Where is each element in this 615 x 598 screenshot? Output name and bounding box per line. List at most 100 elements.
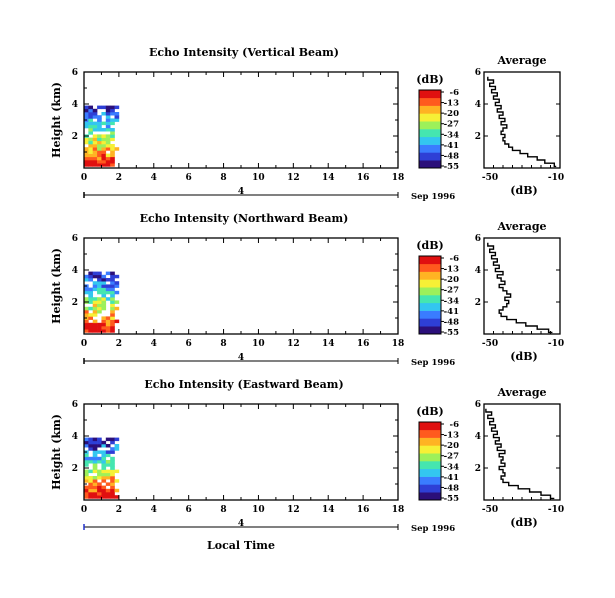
heatmap-cell: [101, 112, 107, 116]
heatmap-cell: [88, 495, 94, 499]
heatmap-cell: [88, 137, 94, 142]
heatmap-cell: [114, 495, 120, 499]
y-tick-label: 2: [72, 464, 78, 474]
heatmap-cell: [101, 284, 107, 288]
heatmap-cell: [105, 115, 111, 119]
heatmap-cell: [114, 479, 120, 483]
x-tick-label: 8: [220, 173, 226, 183]
heatmap-cell: [105, 112, 111, 116]
heatmap-cell: [110, 495, 115, 499]
colorbar-segment: [419, 129, 441, 138]
heatmap-cell: [110, 437, 115, 442]
heatmap-cell: [88, 156, 94, 161]
heatmap-cell: [92, 137, 98, 142]
heatmap-cell: [110, 313, 115, 317]
heatmap-cell: [105, 492, 111, 496]
heatmap-cell: [84, 153, 89, 158]
heatmap-cell: [97, 310, 102, 314]
heatmap-cell: [105, 163, 111, 167]
heatmap-cell: [101, 456, 107, 461]
heatmap-cell: [114, 306, 120, 311]
heatmap-cell: [97, 450, 102, 454]
colorbar-segment: [419, 302, 441, 311]
heatmap-cell: [84, 329, 89, 333]
heatmap-cell: [110, 456, 115, 461]
heatmap-cell: [101, 274, 107, 279]
heatmap-cell: [105, 290, 111, 295]
average-y-tick-label: 4: [475, 100, 481, 110]
heatmap-cell: [88, 469, 94, 474]
heatmap-cell: [92, 134, 98, 138]
heatmap-cell: [105, 284, 111, 288]
heatmap-cell: [84, 485, 89, 490]
heatmap-cell: [105, 156, 111, 161]
heatmap-cell: [88, 488, 94, 493]
heatmap-cell: [101, 121, 107, 126]
heatmap-cell: [97, 140, 102, 145]
heatmap-cell: [84, 297, 89, 301]
colorbar-segment: [419, 437, 441, 446]
colorbar-segment: [419, 476, 441, 485]
heatmap-cell: [92, 488, 98, 493]
heatmap-cell: [110, 160, 115, 164]
heatmap-cell: [88, 287, 94, 292]
average-title: Average: [496, 220, 546, 233]
colorbar-segment: [419, 97, 441, 106]
heatmap-cell: [110, 310, 115, 314]
x-tick-label: 4: [151, 339, 157, 349]
date-label: Sep 1996: [411, 192, 455, 202]
heatmap-cell: [101, 463, 107, 467]
heatmap-cell: [105, 124, 111, 129]
heatmap-cell: [88, 447, 94, 451]
colorbar-unit: (dB): [416, 239, 443, 252]
heatmap-cell: [105, 476, 111, 480]
heatmap-cell: [110, 488, 115, 493]
colorbar-tick-label: -27: [444, 286, 459, 296]
heatmap-cell: [105, 329, 111, 333]
heatmap-cell: [88, 326, 94, 330]
heatmap-cell: [88, 482, 94, 486]
heatmap-cell: [84, 319, 89, 324]
colorbar-tick-label: -20: [444, 275, 459, 285]
heatmap-cell: [105, 153, 111, 158]
heatmap-cell: [97, 274, 102, 279]
heatmap-cell: [92, 271, 98, 276]
heatmap-cell: [114, 118, 120, 122]
heatmap-cell: [88, 444, 94, 448]
colorbar-tick-label: -6: [450, 88, 460, 98]
colorbar-tick-label: -34: [444, 130, 459, 140]
y-axis-label: Height (km): [50, 82, 63, 158]
heatmap-cell: [92, 112, 98, 116]
x-tick-label: 4: [151, 505, 157, 515]
day-marker: 4: [238, 187, 244, 197]
heatmap-cell: [101, 495, 107, 499]
colorbar-segment: [419, 445, 441, 454]
heatmap-cell: [92, 329, 98, 333]
average-x-label: (dB): [510, 350, 537, 363]
heatmap-cell: [97, 322, 102, 327]
heatmap-cell: [92, 153, 98, 158]
average-profile-line: [487, 242, 553, 334]
heatmap-cell: [92, 303, 98, 308]
x-tick-label: 12: [287, 339, 300, 349]
colorbar-segment: [419, 256, 441, 265]
heatmap-cell: [84, 456, 89, 461]
heatmap-cell: [105, 108, 111, 113]
heatmap-cell: [88, 329, 94, 333]
heatmap-cell: [97, 485, 102, 490]
heatmap-cell: [110, 329, 115, 333]
heatmap-cell: [88, 124, 94, 129]
heatmap-cell: [110, 450, 115, 454]
colorbar-tick-label: -41: [444, 141, 459, 151]
heatmap-cell: [92, 281, 98, 285]
heatmap-cell: [88, 131, 94, 135]
y-tick-label: 4: [72, 100, 78, 110]
heatmap-cell: [92, 469, 98, 474]
heatmap-cell: [110, 156, 115, 161]
heatmap-cell: [110, 163, 115, 167]
colorbar-tick-label: -55: [444, 494, 459, 504]
x-tick-label: 16: [357, 173, 370, 183]
heatmap-cell: [105, 450, 111, 454]
heatmap-cell: [88, 115, 94, 119]
heatmap-cell: [84, 495, 89, 499]
